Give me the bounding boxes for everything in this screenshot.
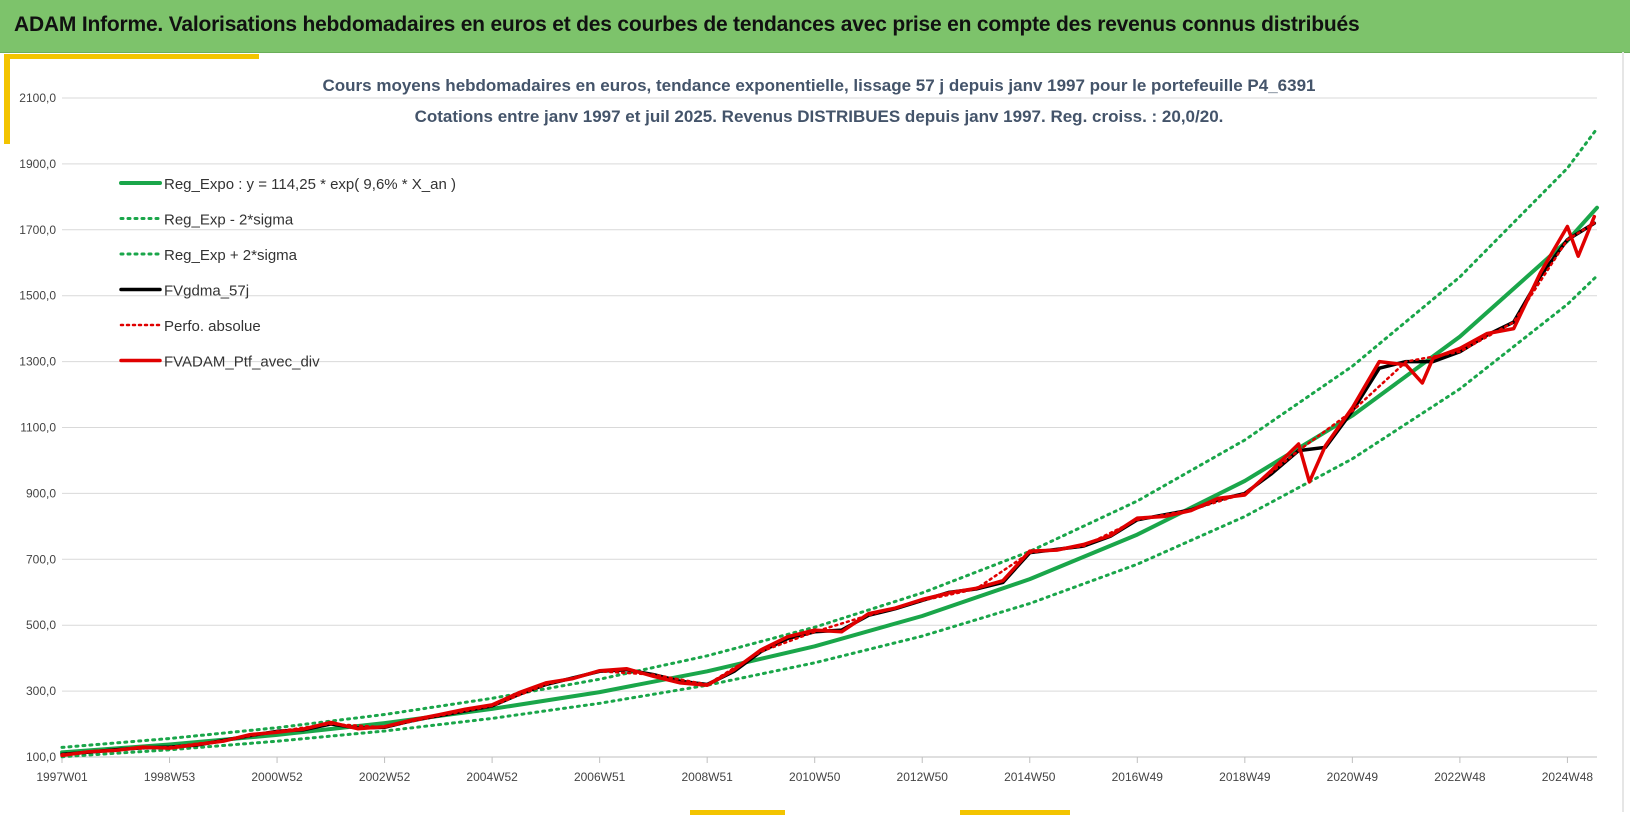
legend-label: Reg_Expo : y = 114,25 * exp( 9,6% * X_an… (164, 176, 456, 193)
x-tick-label: 2012W50 (897, 770, 949, 784)
series-line-perfo-absolue (60, 221, 1596, 756)
x-axis-ticks: 1997W01 1998W53 2000W52 2002W52 2004W52 2006W… (36, 770, 1593, 784)
series-line-reg-exp-2-sigma (60, 274, 1599, 759)
y-tick-label: 1100,0 (20, 421, 56, 435)
x-tick-label: 2002W52 (359, 770, 411, 784)
x-tick-label: 2016W49 (1112, 770, 1164, 784)
x-tick-label: 2008W51 (681, 770, 733, 784)
x-tick-label: 2020W49 (1327, 770, 1379, 784)
x-tick-label: 2004W52 (466, 770, 518, 784)
report-header: ADAM Informe. Valorisations hebdomadaire… (0, 0, 1630, 53)
series-line-fvgdma-57j (60, 221, 1597, 757)
frame-accent-bottom (690, 810, 785, 815)
frame-accent-top (4, 54, 259, 59)
legend-label: Reg_Exp - 2*sigma (164, 212, 294, 229)
y-tick-label: 700,0 (26, 552, 56, 566)
frame-right-border (1622, 52, 1624, 812)
chart-grid (61, 97, 1597, 763)
y-tick-label: 300,0 (26, 684, 56, 698)
x-tick-label: 2018W49 (1219, 770, 1271, 784)
chart-series (60, 127, 1599, 759)
y-tick-label: 500,0 (26, 618, 56, 632)
x-tick-label: 1997W01 (36, 770, 88, 784)
series-line-reg-expo-y-114-25-exp-9-6-x-an (60, 205, 1599, 755)
x-tick-label: 1998W53 (144, 770, 196, 784)
y-tick-label: 1700,0 (19, 223, 56, 237)
y-tick-label: 1900,0 (19, 157, 56, 171)
series-line-fvadam-ptf-avec-div (60, 214, 1597, 758)
y-tick-label: 900,0 (26, 486, 56, 500)
x-tick-label: 2010W50 (789, 770, 841, 784)
x-tick-label: 2022W48 (1434, 770, 1486, 784)
legend-label: FVADAM_Ptf_avec_div (164, 354, 320, 371)
chart-title: Cours moyens hebdomadaires en euros, ten… (323, 76, 1316, 95)
report-title: ADAM Informe. Valorisations hebdomadaire… (14, 13, 1360, 36)
y-tick-label: 1500,0 (19, 289, 56, 303)
chart-subtitle: Cotations entre janv 1997 et juil 2025. … (415, 107, 1224, 126)
x-tick-label: 2006W51 (574, 770, 626, 784)
legend-label: FVgdma_57j (164, 283, 249, 300)
x-tick-label: 2014W50 (1004, 770, 1056, 784)
x-tick-label: 2000W52 (251, 770, 303, 784)
chart-legend: Reg_Expo : y = 114,25 * exp( 9,6% * X_an… (119, 176, 456, 371)
legend-label: Perfo. absolue (164, 318, 261, 335)
legend-label: Reg_Exp + 2*sigma (164, 247, 298, 264)
y-axis-ticks: 100,0 300,0 500,0 700,0 900,0 1100,0 1300,0 150… (19, 91, 56, 764)
series-line-reg-exp-2-sigma (60, 127, 1599, 749)
frame-accent-left (4, 54, 10, 144)
y-tick-label: 2100,0 (19, 91, 56, 105)
y-tick-label: 1300,0 (19, 355, 56, 369)
frame-accent-bottom-2 (960, 810, 1070, 815)
y-tick-label: 100,0 (26, 750, 56, 764)
x-tick-label: 2024W48 (1542, 770, 1594, 784)
